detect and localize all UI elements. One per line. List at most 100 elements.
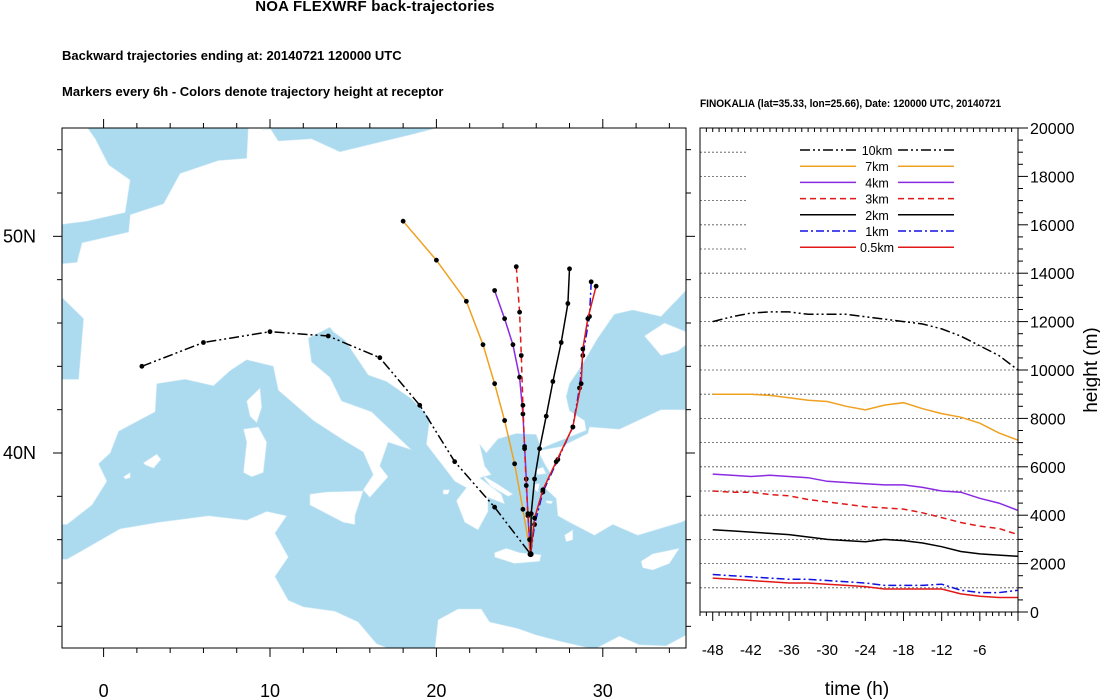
map-frame (61, 127, 687, 649)
height-series-4km (712, 473, 1019, 512)
trajectory-line-10km (141, 330, 532, 555)
trajectory-marker-2km-6 (532, 476, 537, 482)
trajectory-marker-3km-2 (518, 353, 524, 358)
legend-label-0.5km: 0.5km (860, 241, 894, 255)
trajectory-marker-7km-5 (502, 418, 508, 423)
land-rhodes (564, 529, 574, 543)
height-y-tick-label: 6000 (1030, 460, 1066, 477)
land-lesbos (534, 466, 547, 476)
land-crete (494, 547, 542, 564)
legend-label-1km: 1km (865, 225, 889, 239)
map-y-tick-label: 40N (3, 443, 36, 463)
trajectory-marker-2km-5 (537, 446, 542, 452)
land-britain (62, 128, 131, 225)
trajectory-marker-0.5km-4 (570, 424, 576, 430)
trajectory-marker-3km-6 (525, 511, 531, 517)
height-x-tick-label: -24 (855, 642, 877, 659)
legend-label-4km: 4km (865, 176, 889, 190)
trajectory-marker-7km-0 (400, 218, 406, 224)
map-x-tick-label: 30 (593, 681, 613, 700)
height-y-tick-label: 20000 (1030, 121, 1075, 138)
trajectory-marker-4km-3 (517, 374, 522, 380)
trajectory-marker-4km-0 (492, 288, 498, 293)
height-y-tick-label: 0 (1030, 605, 1039, 622)
trajectory-marker-2km-2 (558, 340, 564, 345)
land-cyprus (640, 547, 680, 571)
height-y-tick-label: 2000 (1030, 557, 1066, 574)
trajectory-marker-0.5km-6 (540, 487, 546, 493)
trajectory-marker-10km-0 (139, 363, 145, 369)
land-samos (545, 500, 554, 505)
trajectory-3km (513, 264, 533, 557)
trajectory-marker-3km-1 (517, 309, 522, 315)
legend-label-10km: 10km (862, 144, 893, 158)
height-x-tick-label: -48 (702, 642, 724, 659)
trajectory-marker-10km-4 (377, 355, 383, 361)
trajectory-marker-7km-3 (480, 342, 486, 348)
trajectory-marker-10km-1 (201, 340, 206, 345)
height-y-tick-label: 16000 (1030, 218, 1075, 235)
height-x-tick-label: -36 (778, 642, 800, 659)
height-x-tick-label: -12 (931, 642, 953, 659)
trajectory-marker-4km-1 (502, 316, 508, 322)
height-y-tick-label: 10000 (1030, 363, 1075, 380)
height-legend: 10km 7km 4km 3km 2km 1km 0.5km (800, 144, 954, 255)
legend-label-2km: 2km (865, 209, 889, 223)
chart-subtitle-endtime: Backward trajectories ending at: 2014072… (62, 48, 402, 63)
land-corsica (246, 387, 263, 424)
land-ibiza (123, 471, 131, 480)
land-denmark (260, 128, 276, 131)
land-crimea (643, 322, 686, 356)
height-y-tick-label: 4000 (1030, 508, 1066, 525)
trajectory-marker-7km-6 (512, 461, 518, 467)
land-kefalonia (442, 489, 451, 495)
trajectory-marker-3km-4 (522, 446, 527, 452)
trajectory-map: 0 10 20 30 40N 50N (3, 119, 695, 700)
receptor-marker (527, 551, 534, 558)
legend-label-7km: 7km (865, 160, 889, 174)
trajectory-marker-3km-5 (523, 483, 529, 488)
trajectory-marker-0.5km-1 (585, 316, 591, 322)
trajectory-marker-1km-0 (588, 279, 594, 285)
trajectory-marker-3km-3 (520, 402, 526, 408)
height-series-2km (712, 528, 1019, 558)
trajectory-marker-10km-3 (325, 333, 331, 339)
land-sjaelland (299, 128, 301, 129)
height-series-10km (712, 311, 1019, 371)
height-x-tick-label: -30 (816, 642, 838, 659)
trajectory-marker-2km-0 (567, 266, 572, 272)
trajectory-marker-2km-3 (550, 379, 556, 384)
trajectory-marker-4km-4 (520, 411, 526, 417)
map-x-tick-label: 20 (426, 681, 446, 700)
land-sicily (309, 490, 364, 525)
height-x-tick-label: -18 (893, 642, 915, 659)
trajectory-marker-10km-7 (492, 504, 498, 510)
trajectory-7km (400, 218, 533, 557)
height-y-tick-label: 14000 (1030, 266, 1075, 283)
trajectory-marker-2km-7 (528, 511, 534, 517)
height-series-1km (712, 573, 1019, 594)
chart-title: NOA FLEXWRF back-trajectories (255, 0, 495, 15)
height-x-tick-label: -6 (973, 642, 986, 659)
land-europe (62, 128, 686, 531)
trajectory-marker-0.5km-3 (578, 381, 584, 387)
trajectory-marker-7km-7 (520, 506, 526, 512)
trajectory-marker-3km-0 (513, 264, 519, 270)
trajectory-marker-2km-4 (543, 413, 549, 419)
landmasses (62, 128, 686, 648)
map-y-tick-label: 50N (3, 226, 36, 246)
height-frame (699, 127, 1019, 613)
land-mallorca (143, 453, 162, 469)
trajectory-marker-10km-2 (267, 329, 273, 335)
trajectory-marker-4km-2 (510, 342, 516, 348)
trajectory-marker-10km-6 (452, 459, 458, 465)
legend-label-3km: 3km (865, 193, 889, 207)
trajectory-marker-0.5km-0 (593, 283, 599, 289)
height-series-3km (712, 490, 1019, 536)
height-series-7km (712, 393, 1019, 441)
height-ticks (699, 127, 1028, 621)
height-gridlines (700, 151, 1018, 589)
trajectory-marker-0.5km-2 (580, 346, 586, 352)
trajectory-marker-7km-1 (434, 257, 439, 263)
